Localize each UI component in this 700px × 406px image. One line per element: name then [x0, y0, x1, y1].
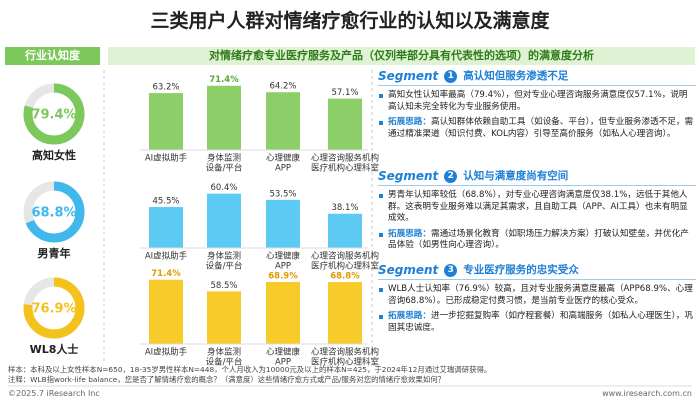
note: 注释：WLB指work-life balance，您是否了解情绪疗愈的概念？（满…	[8, 375, 445, 384]
donut-label: 79.4%	[31, 108, 76, 123]
bar	[266, 281, 300, 344]
category-label: 设备/平台	[206, 357, 243, 368]
bar	[266, 199, 300, 248]
bullet-text: 男青年认知率较低（68.8%），对专业心理咨询满意度仅38.1%，远低于其他人群…	[388, 190, 688, 223]
footer-left: ©2025.7 iResearch Inc	[8, 389, 100, 398]
category-label: 身体监测	[207, 251, 241, 262]
bar	[207, 85, 241, 150]
bar	[266, 92, 300, 150]
bar	[149, 207, 183, 248]
segment-heading: 认知与满意度尚有空间	[463, 169, 569, 182]
value-label: 71.4%	[151, 269, 181, 279]
category-label: 医疗机构心理科室	[311, 261, 380, 272]
segment-head: Segment 3 专业医疗服务的忠实受众	[378, 264, 696, 280]
group-name: 高知女性	[32, 148, 76, 162]
segment-label: Segment	[378, 168, 439, 183]
category-label: AI虚拟助手	[145, 251, 188, 262]
value-label: 38.1%	[331, 203, 358, 213]
donut-label: 76.9%	[31, 302, 76, 317]
segment-heading: 高认知但服务渗透不足	[463, 69, 569, 82]
bullet-tag: 拓展思路：	[388, 117, 431, 127]
donut-arc	[23, 83, 85, 145]
donut-label: 68.8%	[31, 206, 76, 221]
bar	[149, 279, 183, 344]
value-label: 53.5%	[269, 189, 296, 199]
page-title: 三类用户人群对情绪疗愈行业的认知以及满意度	[150, 10, 550, 32]
category-label: 心理健康	[266, 251, 301, 262]
category-label: APP	[275, 358, 291, 368]
donut-arc	[23, 181, 85, 243]
segment-head: Segment 2 认知与满意度尚有空间	[378, 170, 696, 186]
value-label: 64.2%	[269, 82, 296, 92]
group-name: WL8人士	[30, 342, 79, 356]
category-label: 设备/平台	[206, 163, 243, 174]
category-label: APP	[275, 164, 291, 174]
bar	[328, 98, 362, 150]
segment: Segment 2 认知与满意度尚有空间男青年认知率较低（68.8%），对专业心理咨…	[378, 170, 696, 256]
left-header: 行业认知度	[5, 47, 100, 65]
category-label: 医疗机构心理科室	[311, 163, 380, 174]
bullet: 拓展思路：需通过场景化教育（如职场压力解决方案）打破认知壁垒，并优化产品体验（如…	[378, 229, 696, 252]
value-label: 58.5%	[210, 281, 237, 291]
segment-label: Segment	[378, 68, 439, 83]
category-label: 身体监测	[207, 347, 241, 358]
bar	[328, 213, 362, 248]
donut-arc	[23, 277, 85, 339]
bullet-text: 进一步挖掘复购率（如疗程套餐）和高端服务（如私人心理医生），巩固其忠诚度。	[388, 311, 694, 333]
segment: Segment 1 高认知但服务渗透不足高知女性认知率最高（79.4%），但对专业心…	[378, 70, 696, 144]
segment-label: Segment	[378, 262, 439, 277]
bullet: 男青年认知率较低（68.8%），对专业心理咨询满意度仅38.1%，远低于其他人群…	[378, 190, 696, 225]
value-label: 60.4%	[210, 183, 237, 193]
category-label: APP	[275, 262, 291, 272]
note: 样本：本科及以上女性样本N=650，18-35岁男性样本N=448，个人月收入为…	[8, 365, 492, 374]
segment-head: Segment 1 高认知但服务渗透不足	[378, 70, 696, 86]
bar	[207, 193, 241, 248]
value-label: 68.8%	[330, 272, 360, 282]
segment-number: 3	[444, 264, 458, 277]
segment-number: 2	[444, 170, 458, 183]
category-label: 医疗机构心理科室	[311, 357, 380, 368]
bullet-text: WLB人士认知率（76.9%）较高，且对专业服务满意度最高（APP68.9%、心…	[388, 284, 693, 306]
segment: Segment 3 专业医疗服务的忠实受众 WLB人士认知率（76.9%）较高，且对专…	[378, 264, 696, 338]
segment-number: 1	[444, 70, 458, 83]
segment-heading: 专业医疗服务的忠实受众	[463, 263, 579, 276]
value-label: 71.4%	[209, 75, 239, 85]
bar	[149, 93, 183, 150]
bullet: 拓展思路：进一步挖掘复购率（如疗程套餐）和高端服务（如私人心理医生），巩固其忠诚…	[378, 311, 696, 334]
category-label: 心理健康	[266, 153, 301, 164]
category-label: 心理健康	[266, 347, 301, 358]
bullet-text: 高知女性认知率最高（79.4%），但对专业心理咨询服务满意度仅57.1%，说明高…	[388, 90, 688, 112]
category-label: AI虚拟助手	[145, 153, 188, 164]
bar	[207, 291, 241, 344]
bullet-tag: 拓展思路：	[388, 311, 431, 321]
bullet: 拓展思路：高认知群体依赖自助工具（如设备、平台），但专业服务渗透不足，需通过精准…	[378, 117, 696, 140]
footer-right: www.iresearch.com.cn	[602, 389, 692, 398]
bullet: 高知女性认知率最高（79.4%），但对专业心理咨询服务满意度仅57.1%，说明高…	[378, 90, 696, 113]
value-label: 63.2%	[152, 83, 179, 93]
category-label: 身体监测	[207, 153, 241, 164]
group-name: 男青年	[38, 246, 71, 260]
bullet-tag: 拓展思路：	[388, 228, 431, 239]
category-label: 心理咨询服务机构	[311, 347, 379, 358]
value-label: 68.9%	[268, 271, 298, 281]
bar	[328, 282, 362, 344]
value-label: 57.1%	[331, 88, 358, 98]
bullet: WLB人士认知率（76.9%）较高，且对专业服务满意度最高（APP68.9%、心…	[378, 284, 696, 307]
middle-header: 对情绪疗愈专业医疗服务及产品（仅列举部分具有代表性的选项）的满意度分析	[108, 47, 695, 65]
category-label: AI虚拟助手	[145, 347, 188, 358]
category-label: 设备/平台	[206, 261, 243, 272]
value-label: 45.5%	[152, 197, 179, 207]
category-label: 心理咨询服务机构	[311, 251, 379, 262]
bullet-text: 高认知群体依赖自助工具（如设备、平台），但专业服务渗透不足，需通过精准渠道（知识…	[388, 117, 694, 139]
bullet-text: 需通过场景化教育（如职场压力解决方案）打破认知壁垒，并优化产品体验（如男性向心理…	[388, 228, 689, 251]
category-label: 心理咨询服务机构	[311, 153, 379, 164]
